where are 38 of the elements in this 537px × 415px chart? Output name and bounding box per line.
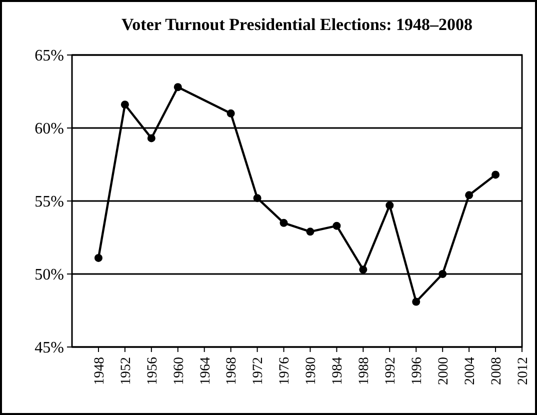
- x-tick-label: 1984: [330, 357, 346, 385]
- point: [226, 109, 235, 118]
- y-tick-label: 45%: [34, 340, 64, 357]
- point: [465, 191, 474, 200]
- point: [332, 222, 341, 230]
- point: [306, 228, 314, 236]
- x-tick-label: 2004: [462, 357, 478, 385]
- point: [253, 194, 262, 202]
- x-tick-label: 1996: [410, 357, 426, 385]
- chart-title: Voter Turnout Presidential Elections: 1948–2008: [121, 15, 473, 34]
- x-tick-label: 2012: [516, 357, 531, 385]
- point: [359, 266, 368, 274]
- x-tick-label: 1992: [384, 357, 399, 385]
- x-tick-label: 1952: [118, 357, 134, 385]
- point: [386, 201, 394, 210]
- x-tick-label: 1948: [92, 357, 108, 385]
- y-tick-label: 60%: [34, 120, 64, 138]
- point: [438, 270, 447, 278]
- x-tick-label: 1972: [251, 357, 266, 385]
- point: [412, 298, 420, 306]
- point: [492, 170, 500, 179]
- point: [174, 83, 182, 92]
- y-tick-label: 65%: [34, 48, 64, 65]
- x-tick-label: 2008: [489, 357, 504, 385]
- x-tick-label: 1960: [172, 357, 187, 385]
- x-tick-label: 1980: [304, 357, 320, 385]
- y-tick-label: 55%: [34, 194, 64, 211]
- x-tick-label: 2000: [436, 357, 452, 385]
- x-tick-label: 1968: [224, 357, 240, 385]
- point: [147, 134, 156, 142]
- x-tick-label: 1964: [198, 357, 214, 385]
- x-tick-label: 1988: [357, 357, 372, 385]
- point: [94, 254, 102, 262]
- x-tick-label: 1956: [145, 357, 160, 385]
- point: [120, 100, 129, 109]
- x-tick-label: 1976: [278, 357, 293, 385]
- y-tick-label: 50%: [34, 266, 64, 284]
- point: [280, 218, 288, 227]
